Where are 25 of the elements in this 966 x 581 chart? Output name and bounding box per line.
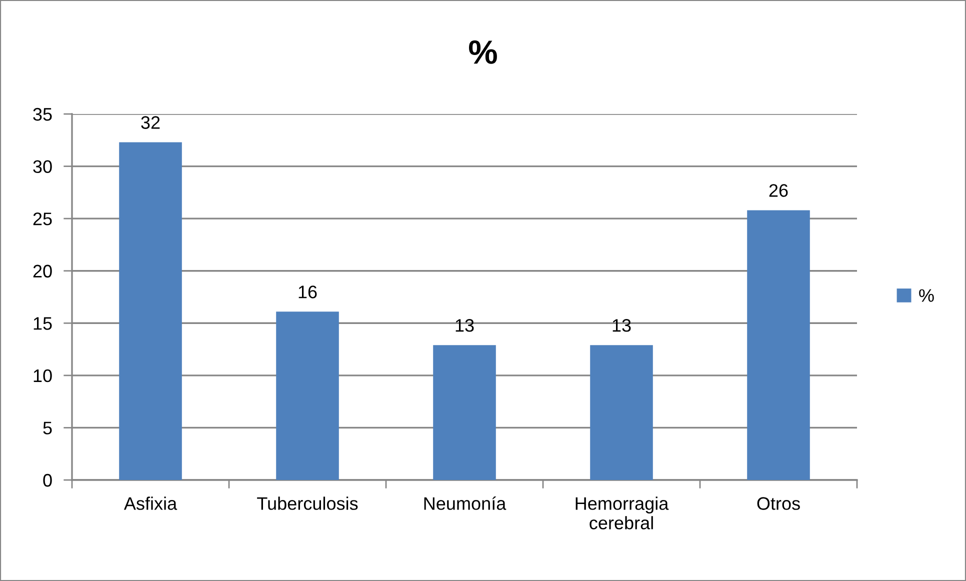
y-tick-label: 20 (33, 264, 52, 278)
x-tick-label: Hemorragia cerebral (576, 496, 669, 530)
bar (433, 345, 496, 480)
x-tick-label: Neumonía (424, 496, 506, 510)
y-tick-label: 0 (43, 474, 52, 487)
data-label: 13 (612, 319, 631, 332)
y-tick-label: 15 (34, 317, 52, 330)
data-label: 16 (298, 286, 317, 298)
data-label: 13 (456, 319, 474, 332)
x-tick-label: Asfixia (124, 496, 178, 510)
data-label: 32 (141, 116, 160, 129)
bar (747, 210, 810, 480)
y-tick-label: 35 (33, 108, 52, 121)
bar (119, 142, 182, 480)
y-tick-label: 10 (34, 369, 52, 382)
chart-title: % (469, 40, 497, 64)
bar (276, 312, 339, 480)
bar (590, 345, 653, 480)
legend-label: % (919, 289, 934, 302)
y-tick-label: 30 (33, 160, 52, 174)
x-tick-label: Otros (757, 497, 800, 510)
y-tick-label: 5 (43, 422, 52, 434)
x-tick-label: Tuberculosis (257, 496, 358, 510)
data-label: 26 (769, 184, 788, 197)
y-tick-label: 25 (33, 212, 52, 226)
